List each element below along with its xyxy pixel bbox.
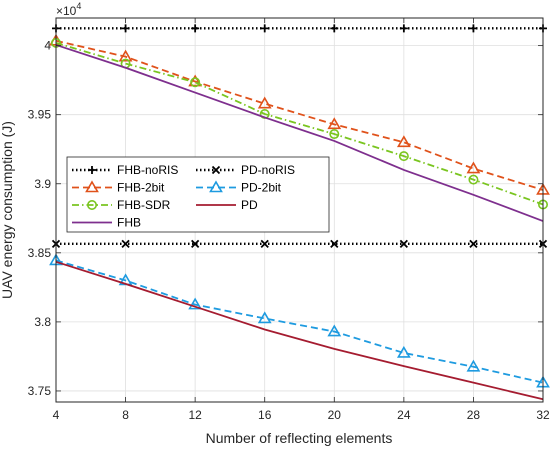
x-tick-label: 32 <box>536 408 550 422</box>
legend-label-fhb-sdr: FHB-SDR <box>117 198 171 212</box>
legend-label-fhb-2bit: FHB-2bit <box>117 181 165 195</box>
plot-area-frame <box>55 17 544 403</box>
data-point-fhb-noris <box>399 24 408 33</box>
data-point-pd-noris <box>191 239 200 248</box>
legend-entry-pd-noris: PD-noRIS <box>196 163 295 177</box>
data-point-fhb-2bit <box>466 161 481 174</box>
series-line-fhb <box>55 44 544 222</box>
legend-label-pd-noris: PD-noRIS <box>241 163 295 177</box>
x-tick-label: 28 <box>467 408 481 422</box>
axis-ticks: 4 8 12 16 20 24 28 32 3.75 3.8 3.85 3.9 3.95 4 <box>28 18 550 422</box>
data-point-pd-2bit <box>466 359 481 372</box>
legend-entry-fhb: FHB <box>72 216 141 230</box>
x-axis-label: Number of reflecting elements <box>206 430 393 446</box>
x-tick-label: 4 <box>53 408 60 422</box>
data-point-pd-noris <box>399 239 408 248</box>
legend-label-pd: PD <box>241 198 258 212</box>
data-point-fhb-2bit <box>396 135 411 148</box>
series-pd <box>55 260 544 401</box>
x-tick-label: 16 <box>258 408 272 422</box>
y-tick-label: 3.75 <box>28 384 52 398</box>
y-tick-label: 3.8 <box>34 315 51 329</box>
data-point-pd-2bit <box>188 297 203 310</box>
y-tick-label: 3.85 <box>28 246 52 260</box>
y-tick-label: 3.95 <box>28 108 52 122</box>
data-point-fhb-2bit <box>327 117 342 130</box>
data-point-fhb-sdr <box>468 174 479 185</box>
data-point-fhb-noris <box>191 24 200 33</box>
legend-entry-pd-2bit: PD-2bit <box>196 180 282 195</box>
data-point-fhb-2bit <box>257 96 272 109</box>
legend-marker-fhb-2bit <box>85 180 99 193</box>
legend-marker-pd-noris <box>211 165 221 175</box>
series-line-fhb-2bit <box>55 39 544 191</box>
x-tick-label: 8 <box>122 408 129 422</box>
data-point-pd-2bit <box>257 311 272 324</box>
legend-label-pd-2bit: PD-2bit <box>241 181 282 195</box>
legend-label-fhb-noris: FHB-noRIS <box>117 163 178 177</box>
data-point-fhb-noris <box>260 24 269 33</box>
series-line-pd-2bit <box>55 259 544 384</box>
data-point-pd-2bit <box>327 324 342 337</box>
series-line-pd <box>55 260 544 401</box>
legend-entry-fhb-noris: FHB-noRIS <box>72 163 178 177</box>
series-pd-noris <box>51 239 548 248</box>
legend-box <box>66 156 330 233</box>
data-point-pd-noris <box>469 239 478 248</box>
data-point-fhb-noris <box>469 24 478 33</box>
data-point-pd-2bit <box>396 345 411 358</box>
legend-marker-fhb-sdr <box>87 200 98 211</box>
legend-label-fhb: FHB <box>117 216 141 230</box>
legend-entry-fhb-2bit: FHB-2bit <box>72 180 165 195</box>
data-point-fhb-sdr <box>190 77 201 88</box>
x-tick-label: 12 <box>188 408 202 422</box>
y-tick-label: 3.9 <box>34 177 51 191</box>
legend: FHB-noRIS PD-noRIS FHB-2bit PD-2bit FHB-SDR P… <box>66 156 330 233</box>
x-tick-label: 20 <box>328 408 342 422</box>
series-fhb-noris <box>52 24 547 33</box>
data-point-fhb-sdr <box>398 151 409 162</box>
data-point-pd-noris <box>330 239 339 248</box>
data-point-fhb-noris <box>330 24 339 33</box>
series-line-fhb-sdr <box>55 42 544 206</box>
legend-entry-pd: PD <box>196 198 258 212</box>
series-lines <box>49 24 550 401</box>
data-point-fhb-noris <box>121 24 130 33</box>
x-tick-label: 24 <box>397 408 411 422</box>
series-fhb <box>55 44 544 222</box>
data-point-pd-noris <box>260 239 269 248</box>
legend-marker-fhb-noris <box>88 166 96 174</box>
y-axis-label: UAV energy consumption (J) <box>0 121 15 299</box>
data-point-pd-noris <box>121 239 130 248</box>
data-point-fhb-sdr <box>329 129 340 140</box>
data-point-fhb-2bit <box>118 49 133 62</box>
legend-marker-pd-2bit <box>209 180 223 193</box>
y-tick-label: 4 <box>44 39 51 53</box>
legend-entry-fhb-sdr: FHB-SDR <box>72 198 171 212</box>
y-exponent-label: ×104 <box>56 1 81 18</box>
